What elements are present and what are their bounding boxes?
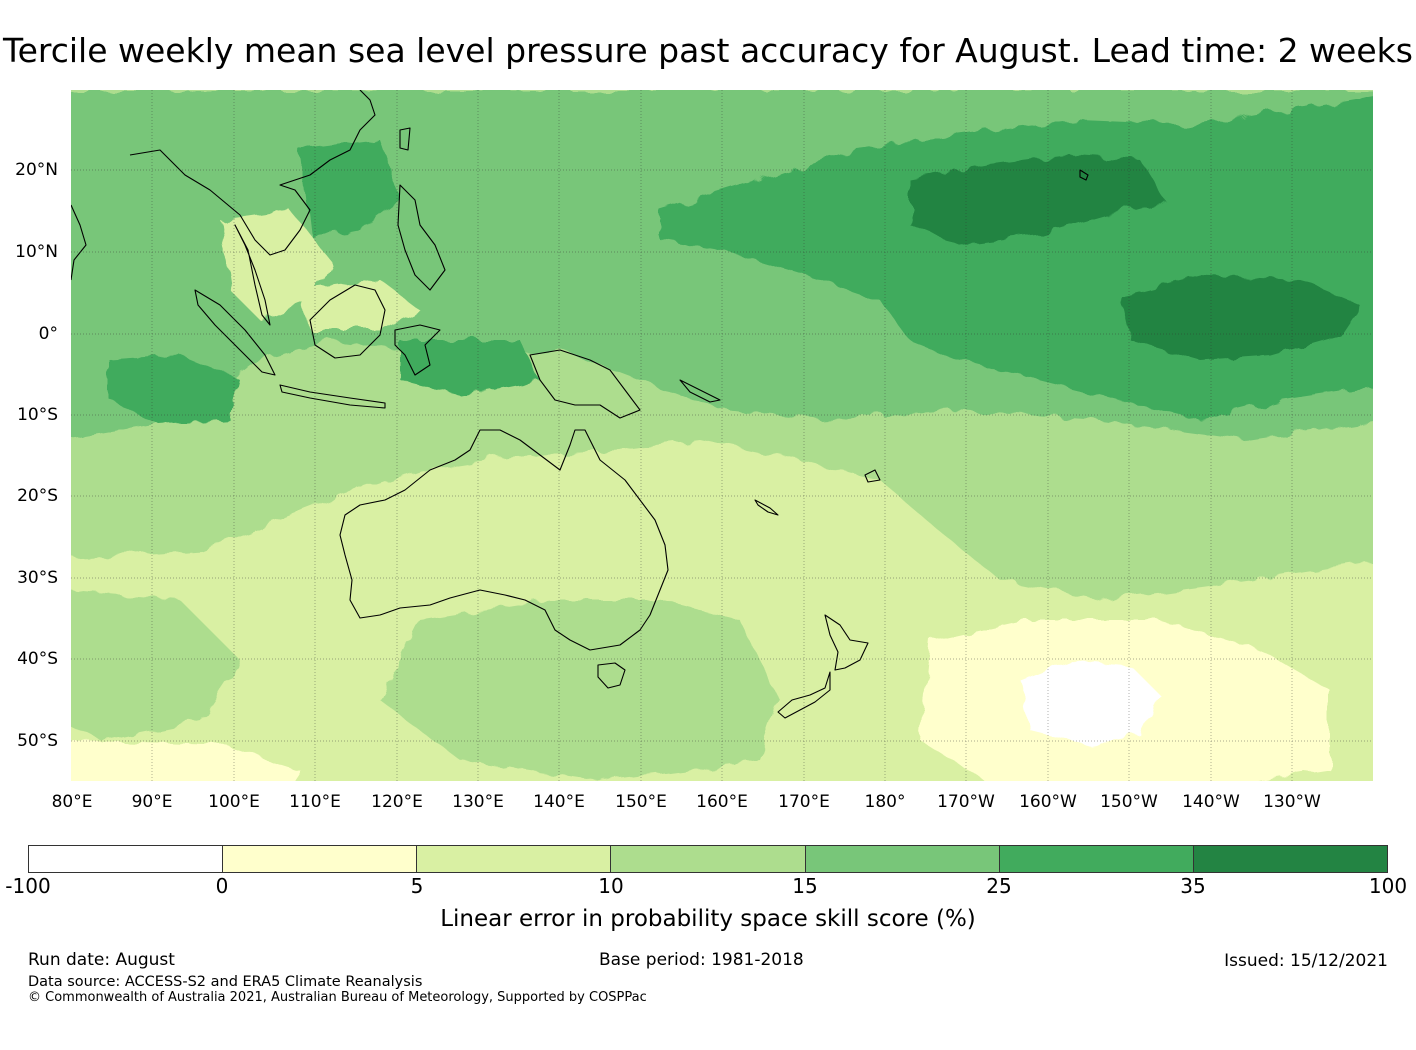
coast-new-zealand-north (824, 614, 869, 671)
lon-label-140w: 140°W (1182, 792, 1240, 812)
lon-label-180: 180° (864, 792, 906, 812)
coast-india-sri-lanka (71, 204, 87, 281)
lat-label-10n: 10°N (15, 242, 58, 262)
lat-label-20n: 20°N (15, 160, 58, 180)
lat-label-20s: 20°S (17, 486, 58, 506)
skill-region-35-north (910, 155, 1165, 245)
lat-label-0: 0° (38, 324, 58, 344)
colorbar-segment-0-5 (223, 846, 418, 872)
colorbar-label: Linear error in probability space skill … (440, 906, 976, 932)
lat-label-30s: 30°S (17, 568, 58, 588)
coast-taiwan (399, 127, 411, 151)
skill-score-map (71, 90, 1373, 781)
graticule (71, 90, 1373, 781)
colorbar (28, 845, 1388, 873)
colorbar-tick: 15 (792, 874, 818, 898)
skill-region-10-indian (71, 590, 240, 740)
coast-fiji (864, 469, 881, 483)
lon-label-120e: 120°E (371, 792, 423, 812)
lon-label-170e: 170°E (778, 792, 830, 812)
colorbar-tick: 25 (986, 874, 1012, 898)
colorbar-tick: -100 (5, 874, 51, 898)
lon-label-160e: 160°E (696, 792, 748, 812)
skill-region-35-equatorial (1120, 275, 1360, 360)
lon-label-130e: 130°E (452, 792, 504, 812)
colorbar-tick: 10 (598, 874, 624, 898)
coast-malay-peninsula (234, 224, 271, 326)
colorbar-tick: 5 (410, 874, 424, 898)
colorbar-segment-15-25 (805, 846, 1000, 872)
coast-sulawesi (394, 324, 441, 376)
coast-tasmania (597, 662, 626, 689)
skill-field (71, 90, 1373, 781)
lon-label-160w: 160°W (1019, 792, 1077, 812)
lat-label-40s: 40°S (17, 649, 58, 669)
base-period: Base period: 1981-2018 (599, 950, 804, 970)
data-source: Data source: ACCESS-S2 and ERA5 Climate … (28, 974, 423, 990)
lon-label-170w: 170°W (937, 792, 995, 812)
colorbar-segment-35-100 (1193, 846, 1387, 872)
coast-java (279, 384, 386, 409)
lat-label-50s: 50°S (17, 731, 58, 751)
colorbar-segment-10-15 (611, 846, 806, 872)
colorbar-segment-5-10 (417, 846, 612, 872)
colorbar-tick: 35 (1180, 874, 1206, 898)
lon-label-140e: 140°E (533, 792, 585, 812)
skill-region-25-indian (110, 355, 240, 425)
skill-region-25-maritime (400, 340, 540, 395)
coast-new-caledonia (754, 499, 779, 516)
lon-label-150w: 150°W (1100, 792, 1158, 812)
lat-label-10s: 10°S (17, 405, 58, 425)
copyright: © Commonwealth of Australia 2021, Austra… (28, 990, 647, 1005)
lon-label-150e: 150°E (615, 792, 667, 812)
skill-region-negative (1020, 660, 1160, 745)
colorbar-segment-25-35 (999, 846, 1194, 872)
map-title: Tercile weekly mean sea level pressure p… (3, 31, 1413, 70)
coast-new-zealand-south (777, 671, 831, 719)
issued-date: Issued: 15/12/2021 (1224, 951, 1388, 971)
coast-indochina (129, 90, 376, 256)
coast-new-guinea (529, 349, 641, 419)
coast-solomons (679, 379, 721, 403)
skill-region-0-west (71, 740, 300, 781)
colorbar-segment-neg100-0 (29, 846, 224, 872)
run-date: Run date: August (28, 950, 175, 970)
coast-borneo (309, 284, 386, 359)
lon-label-90e: 90°E (131, 792, 173, 812)
coast-philippines (397, 184, 446, 291)
skill-region-5-equator (300, 280, 420, 330)
lon-label-80e: 80°E (51, 792, 93, 812)
lon-label-130w: 130°W (1263, 792, 1321, 812)
lon-label-110e: 110°E (289, 792, 341, 812)
lon-label-100e: 100°E (208, 792, 260, 812)
colorbar-tick: 0 (215, 874, 229, 898)
skill-region-10-southern (380, 600, 780, 780)
coast-hawaii (1079, 169, 1089, 181)
colorbar-tick: 100 (1368, 874, 1408, 898)
coast-sumatra (194, 289, 276, 376)
